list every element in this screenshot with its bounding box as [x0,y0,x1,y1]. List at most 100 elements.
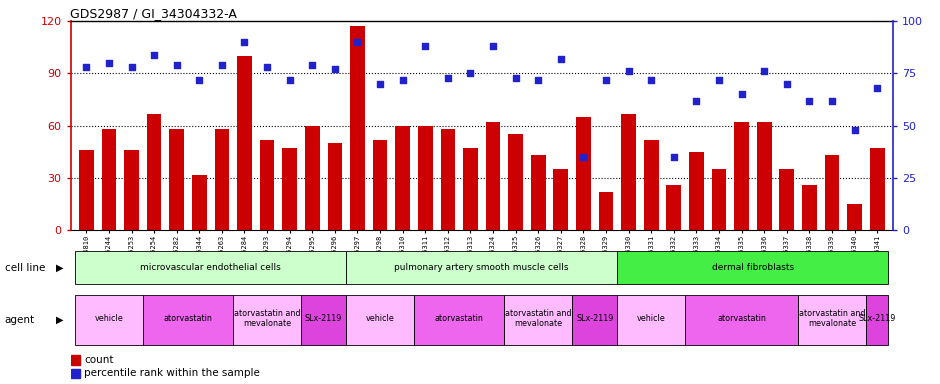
Text: atorvastatin and
mevalonate: atorvastatin and mevalonate [799,309,865,328]
Bar [685,295,798,345]
Bar [301,295,346,345]
Point [462,70,478,76]
Bar [870,149,885,230]
Point [870,85,885,91]
Bar [143,295,233,345]
Bar [75,295,143,345]
Bar [305,126,320,230]
Text: atorvastatin: atorvastatin [164,314,212,323]
Point [644,77,659,83]
Point [214,62,229,68]
Bar [757,122,772,230]
Bar [618,295,685,345]
Point [372,81,387,87]
Text: dermal fibroblasts: dermal fibroblasts [712,263,794,271]
Text: atorvastatin and
mevalonate: atorvastatin and mevalonate [234,309,301,328]
Point [79,64,94,70]
Point [824,98,839,104]
Bar [712,169,727,230]
Text: count: count [85,355,114,365]
Point [417,43,432,49]
Text: SLx-2119: SLx-2119 [576,314,614,323]
Point [757,68,772,74]
Bar [554,169,568,230]
Text: vehicle: vehicle [636,314,666,323]
Text: ▶: ▶ [55,314,63,325]
Point [779,81,794,87]
Point [102,60,117,66]
Bar [576,117,590,230]
Bar [618,252,888,284]
Point [327,66,342,72]
Bar [866,295,888,345]
Text: ▶: ▶ [55,263,63,273]
Point [282,77,297,83]
Bar [373,140,387,230]
Bar [147,114,162,230]
Point [486,43,501,49]
Bar [214,129,229,230]
Point [395,77,410,83]
Point [259,64,274,70]
Point [734,91,749,98]
Bar [414,295,505,345]
Bar [509,134,523,230]
Bar [734,122,749,230]
Point [712,77,727,83]
Point [124,64,139,70]
Text: vehicle: vehicle [95,314,123,323]
Point [554,56,569,62]
Point [350,39,365,45]
Bar [102,129,117,230]
Text: agent: agent [5,314,35,325]
Bar [689,152,704,230]
Bar [346,295,414,345]
Text: cell line: cell line [5,263,45,273]
Bar [418,126,432,230]
Text: atorvastatin: atorvastatin [717,314,766,323]
Bar [779,169,794,230]
Bar [350,26,365,230]
Text: pulmonary artery smooth muscle cells: pulmonary artery smooth muscle cells [395,263,569,271]
Text: SLx-2119: SLx-2119 [305,314,342,323]
Point [147,51,162,58]
Point [169,62,184,68]
Bar [621,114,636,230]
Point [689,98,704,104]
Point [621,68,636,74]
Bar [441,129,455,230]
Text: percentile rank within the sample: percentile rank within the sample [85,368,260,379]
Bar [237,56,252,230]
Point [509,74,524,81]
Bar [572,295,618,345]
Bar [124,150,139,230]
Bar [396,126,410,230]
Text: vehicle: vehicle [366,314,395,323]
Bar [798,295,866,345]
Bar [463,149,478,230]
Text: SLx-2119: SLx-2119 [858,314,896,323]
Bar [70,369,80,378]
Bar [169,129,184,230]
Bar [192,175,207,230]
Point [847,127,862,133]
Point [576,154,591,160]
Bar [327,143,342,230]
Bar [802,185,817,230]
Bar [75,252,346,284]
Bar [505,295,572,345]
Point [237,39,252,45]
Text: atorvastatin: atorvastatin [434,314,483,323]
Text: atorvastatin and
mevalonate: atorvastatin and mevalonate [505,309,572,328]
Point [305,62,320,68]
Point [666,154,681,160]
Bar [599,192,614,230]
Bar [531,156,545,230]
Bar [70,356,80,364]
Bar [824,156,839,230]
Bar [282,149,297,230]
Text: microvascular endothelial cells: microvascular endothelial cells [140,263,281,271]
Bar [259,140,274,230]
Point [440,74,455,81]
Point [599,77,614,83]
